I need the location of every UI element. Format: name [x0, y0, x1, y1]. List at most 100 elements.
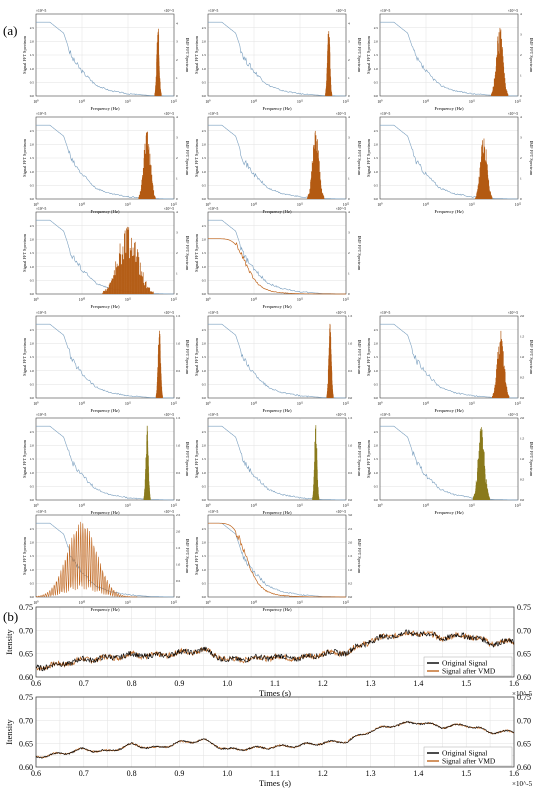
x-tick-label: 1010 [251, 504, 258, 508]
x-tick-label: 1012 [343, 203, 350, 207]
signal-fft-line [208, 425, 346, 501]
y2-tick-label: 4 [176, 210, 178, 214]
panel-a-label: (a) [3, 23, 17, 38]
y-tick-label: 1.0 [374, 471, 379, 475]
spectrum-subplot: 109 1010 1011 10120.00.51.01.52.02.501234×1… [22, 207, 190, 309]
x-axis-label: Frequency (Hz) [263, 304, 292, 309]
y2-tick-label: 1 [176, 272, 178, 276]
y-tick-label: 1.0 [30, 265, 35, 269]
x-tick-label: 109 [378, 504, 384, 508]
signal-fft-line [36, 425, 174, 501]
x-exponent: ×10^-5 [512, 780, 533, 788]
x-tick-label: 1011 [469, 402, 476, 406]
y-tick-label: 1.0 [374, 369, 379, 373]
y-tick-label: 0.5 [30, 582, 35, 586]
x-axis-label: Frequency (Hz) [263, 106, 292, 111]
y2-axis-label: IMF FFT Spectrum [357, 38, 362, 73]
signal-fft-line [36, 219, 174, 295]
imf-fft-line [208, 522, 346, 598]
x-tick-label: 1010 [79, 601, 86, 605]
x-tick-label: 109 [378, 100, 384, 104]
x-axis-label: Frequency (Hz) [91, 607, 120, 612]
x-tick-label: 1010 [79, 504, 86, 508]
signal-fft-line [36, 323, 174, 399]
y-axis-label: Signal FFT Spectrum [22, 338, 27, 376]
y2-tick-label: 0.5 [176, 471, 181, 475]
x-tick-label: 1010 [423, 203, 430, 207]
y-axis-label: Signal FFT Spectrum [22, 234, 27, 272]
x-tick-label: 1010 [251, 402, 258, 406]
imf-fft-peak [154, 28, 162, 96]
right-exponent: ×10^-5 [336, 9, 347, 13]
spectrum-subplot: 109 1010 1011 10120.00.51.01.52.02.501234×1… [366, 9, 534, 111]
imf-fft-peak [475, 138, 493, 199]
axes-frame [35, 417, 175, 501]
signal-fft-line [208, 323, 346, 399]
y-tick-label: 0.0 [30, 595, 35, 599]
legend-label: Original Signal [442, 749, 487, 758]
y-tick-label: 2.5 [202, 527, 207, 531]
x-tick-label: 1010 [251, 601, 258, 605]
y-tick-label: 0.0 [202, 595, 207, 599]
y2-tick-label: 4 [348, 210, 350, 214]
spectrum-subplot: 109 1010 1011 1012 0.0 0.5 1.0 1.5 2.0 2.5 0.0 0.5 1… [22, 413, 190, 515]
y-tick-label: 0.0 [30, 94, 35, 98]
x-tick-label: 1.0 [222, 679, 232, 688]
y2-tick-label: 2 [348, 251, 350, 255]
y-tick-label: 1.5 [30, 457, 35, 461]
y2-tick-label: 3 [520, 136, 522, 140]
x-tick-label: 1011 [469, 504, 476, 508]
x-axis-label: Times (s) [259, 778, 291, 788]
x-tick-label: 1011 [125, 203, 132, 207]
x-tick-label: 109 [206, 402, 212, 406]
axes-frame [35, 315, 175, 399]
y2-axis-label: IMF FFT Spectrum [529, 442, 534, 477]
y2-tick-label: 0 [348, 94, 350, 98]
y-axis-label: Itensity [4, 629, 14, 655]
y-tick-label: 1.0 [202, 568, 207, 572]
y2-tick-label: 2 [520, 156, 522, 160]
y-tick-label: 0.0 [374, 396, 379, 400]
x-tick-label: 1.6 [509, 679, 519, 688]
y-axis-label: Signal FFT Spectrum [366, 440, 371, 478]
y2-tick-label: 1.5 [176, 314, 181, 318]
right-exponent: ×10^-5 [508, 311, 519, 315]
y-tick-label: 2.0 [30, 143, 35, 147]
y2-tick-label: 0 [520, 197, 522, 201]
y-tick-label: 2.0 [374, 342, 379, 346]
x-tick-label: 0.6 [31, 769, 41, 778]
x-tick-label: 109 [34, 601, 40, 605]
y-tick-label: 0.0 [30, 292, 35, 296]
right-exponent: ×10^-5 [164, 207, 175, 211]
y-tick-label: 2.5 [202, 26, 207, 30]
y-tick-label: 2.0 [30, 444, 35, 448]
y2-axis-label: IMF FFT Spectrum [185, 38, 190, 73]
y-tick-label: 0.65 [19, 740, 33, 749]
x-tick-label: 1.3 [366, 769, 376, 778]
x-tick-label: 1011 [125, 100, 132, 104]
y-axis-label: Signal FFT Spectrum [366, 338, 371, 376]
y-tick-label: 0.70 [19, 626, 33, 635]
y2-tick-label: 2.0 [520, 314, 525, 318]
x-tick-label: 109 [34, 298, 40, 302]
imf-fft-peak [491, 27, 509, 96]
right-exponent: ×10^-5 [336, 112, 347, 116]
left-exponent: ×10^-5 [380, 9, 391, 13]
y2-tick-label: 1.0 [520, 457, 525, 461]
imf-fft-peak [102, 226, 154, 294]
right-exponent: ×10^-5 [164, 510, 175, 514]
y-axis-label: Signal FFT Spectrum [194, 440, 199, 478]
y2-tick-label: 0.60 [517, 673, 531, 682]
y2-tick-label: 1.0 [176, 444, 181, 448]
y2-tick-label: 3 [176, 231, 178, 235]
x-tick-label: 1.0 [222, 769, 232, 778]
x-tick-label: 1010 [251, 298, 258, 302]
y-tick-label: 2.0 [202, 342, 207, 346]
y-tick-label: 0.5 [202, 184, 207, 188]
y-tick-label: 0.60 [19, 673, 33, 682]
y-tick-label: 2.5 [30, 224, 35, 228]
axes-frame [207, 13, 347, 97]
y-tick-label: 0.5 [30, 184, 35, 188]
left-exponent: ×10^-5 [208, 207, 219, 211]
y-axis-label: Signal FFT Spectrum [22, 36, 27, 74]
